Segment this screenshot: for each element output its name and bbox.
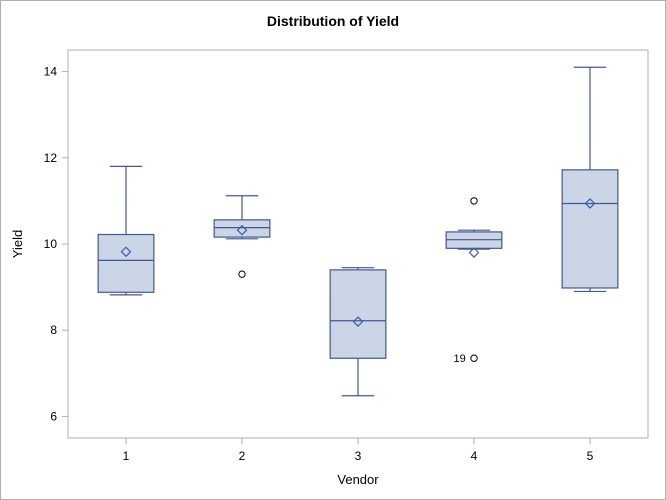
y-axis-label: Yield	[10, 230, 25, 258]
y-tick-label: 14	[44, 65, 58, 79]
y-tick-label: 8	[50, 323, 57, 337]
box	[98, 235, 154, 293]
boxplot-svg: Distribution of Yield6810121412345Vendor…	[0, 0, 666, 500]
box	[562, 170, 618, 288]
outlier-label: 19	[454, 353, 466, 365]
x-tick-label: 1	[123, 449, 130, 463]
y-tick-label: 6	[50, 409, 57, 423]
x-tick-label: 5	[587, 449, 594, 463]
chart-frame: Distribution of Yield6810121412345Vendor…	[0, 0, 666, 500]
x-tick-label: 3	[355, 449, 362, 463]
y-tick-label: 12	[44, 151, 58, 165]
box	[330, 270, 386, 358]
y-tick-label: 10	[44, 237, 58, 251]
x-tick-label: 4	[471, 449, 478, 463]
x-tick-label: 2	[239, 449, 246, 463]
x-axis-label: Vendor	[337, 472, 379, 487]
chart-title: Distribution of Yield	[267, 13, 399, 29]
